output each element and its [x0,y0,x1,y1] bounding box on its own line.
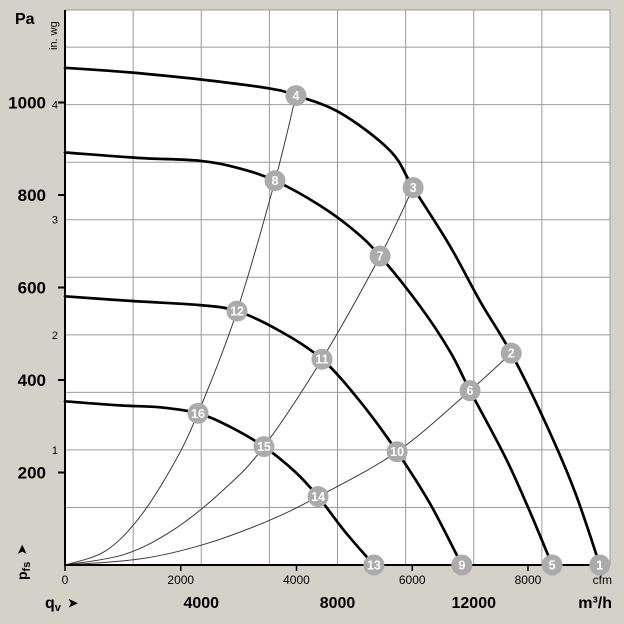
operating-point-marker-4: 4 [285,85,307,107]
fan-curve-speed-1 [63,66,602,567]
marker-number: 10 [390,445,404,459]
system-curve [64,352,512,566]
y-tick-label-pa: 800 [18,186,46,205]
marker-number: 11 [315,353,328,367]
x-tick-label-m3h: 12000 [452,595,497,612]
operating-point-marker-9: 9 [451,554,473,576]
marker-number: 8 [272,174,279,188]
fan-curve-speed-2 [63,151,554,567]
flow-symbol-sub: v [55,602,62,614]
marker-number: 5 [549,559,556,573]
x-tick-label-m3h: 8000 [320,595,356,612]
x-axis-symbol-qv: qv ➤ [45,595,79,614]
right-arrow-icon: ➤ [68,596,79,610]
operating-point-marker-3: 3 [402,177,424,199]
fan-curve-speed-4 [63,399,376,567]
operating-point-marker-15: 15 [253,436,275,458]
marker-number: 13 [367,559,381,573]
y-tick-label-pa: 400 [18,371,46,390]
pressure-symbol: p [14,571,30,580]
y-tick-label-inwg: 1 [52,445,58,457]
operating-point-marker-6: 6 [459,380,481,402]
flow-symbol: q [45,595,55,612]
y-axis-unit-pa: Pa [15,11,35,28]
operating-point-marker-7: 7 [369,245,391,267]
marker-circle [386,441,408,463]
x-axis-unit-cfm: cfm [593,573,612,587]
marker-circle [226,300,248,322]
y-tick-label-pa: 200 [18,464,46,483]
marker-circle [311,348,333,370]
marker-circle [459,380,481,402]
up-arrow-icon: ➤ [15,544,29,555]
fan-curve-speed-3 [63,294,464,567]
operating-point-marker-11: 11 [311,348,333,370]
operating-point-marker-8: 8 [264,170,286,192]
marker-number: 15 [257,440,271,454]
marker-circle [500,342,522,364]
marker-circle [307,486,329,508]
marker-circle [363,554,385,576]
marker-circle [285,85,307,107]
marker-circle [253,436,275,458]
x-tick-label-cfm: 6000 [399,573,426,587]
marker-circle [264,170,286,192]
operating-point-marker-1: 1 [589,554,611,576]
x-axis-unit-m3h: m³/h [578,595,612,612]
operating-point-marker-12: 12 [226,300,248,322]
marker-circle [541,554,563,576]
marker-number: 4 [292,89,299,103]
operating-point-marker-5: 5 [541,554,563,576]
marker-number: 2 [508,347,515,361]
marker-number: 1 [596,559,603,573]
x-tick-label-m3h: 4000 [183,595,219,612]
x-tick-label-cfm: 8000 [515,573,542,587]
marker-circle [402,177,424,199]
x-tick-label-cfm: 2000 [167,573,194,587]
y-axis-unit-inwg: in. wg [48,21,60,50]
marker-number: 3 [410,181,417,195]
marker-number: 7 [377,250,384,264]
marker-circle [451,554,473,576]
marker-circle [589,554,611,576]
pressure-symbol-sub: fs [21,562,33,572]
marker-number: 16 [191,407,205,421]
y-axis-symbol-pfs: pfs ➤ [14,544,33,580]
y-tick-label-pa: 1000 [8,94,46,113]
marker-circle [369,245,391,267]
marker-circle [187,402,209,424]
y-tick-label-inwg: 3 [52,215,58,227]
marker-number: 14 [311,490,325,504]
x-tick-label-cfm: 4000 [283,573,310,587]
marker-number: 12 [230,305,244,319]
operating-point-marker-2: 2 [500,342,522,364]
operating-point-marker-16: 16 [187,402,209,424]
x-tick-label-cfm: 0 [62,573,69,587]
marker-number: 9 [458,559,465,573]
y-tick-label-pa: 600 [18,279,46,298]
y-tick-label-inwg: 2 [52,330,58,342]
operating-point-marker-13: 13 [363,554,385,576]
y-tick-label-inwg: 4 [52,100,58,112]
operating-point-marker-10: 10 [386,441,408,463]
operating-point-marker-14: 14 [307,486,329,508]
marker-number: 6 [467,384,474,398]
